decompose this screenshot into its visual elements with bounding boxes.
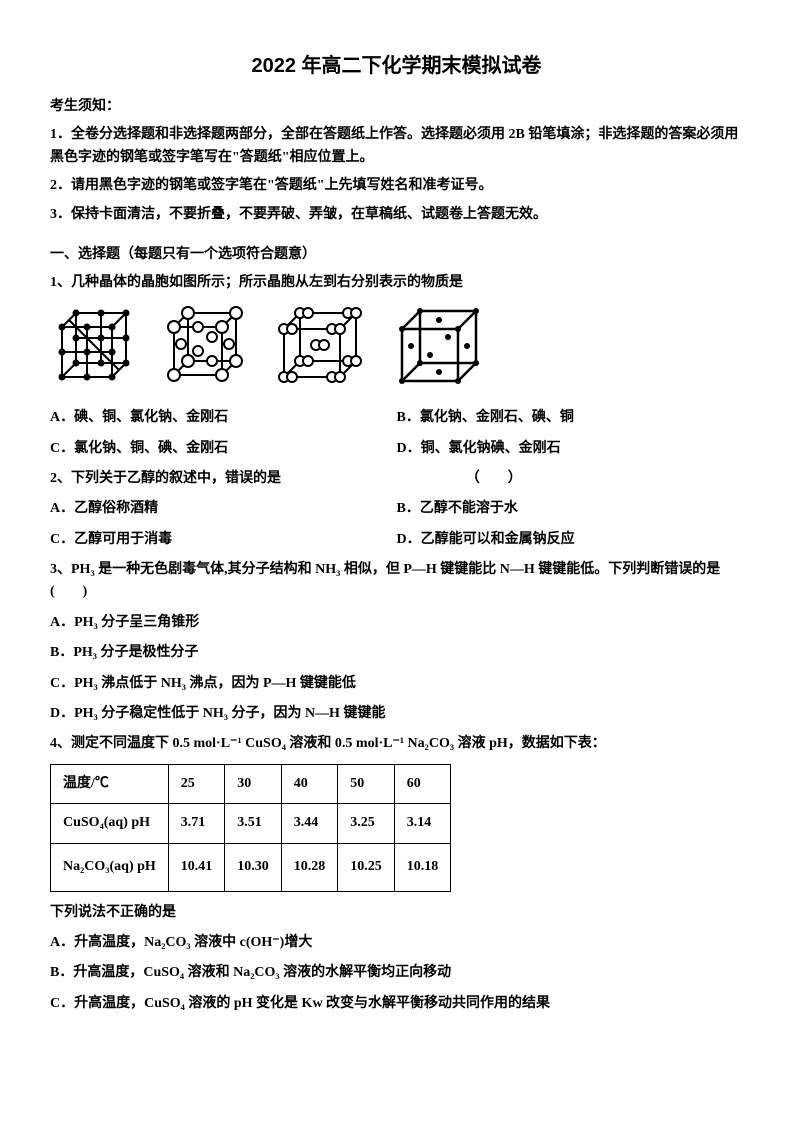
q2-option-c: C．乙醇可用于消毒	[50, 529, 397, 551]
page-title: 2022 年高二下化学期末模拟试卷	[50, 50, 743, 82]
table-header-cell: 25	[168, 764, 225, 803]
q2-option-d: D．乙醇能可以和金属钠反应	[397, 529, 744, 551]
q4-option-c: C．升高温度，CuSO₄ 溶液的 pH 变化是 Kw 改变与水解平衡移动共同作用…	[50, 993, 743, 1015]
table-header-cell: 50	[338, 764, 395, 803]
table-cell: 10.18	[394, 843, 451, 891]
table-header-cell: 温度/℃	[51, 764, 169, 803]
table-cell: 3.25	[338, 804, 395, 843]
table-row: Na₂CO₃(aq) pH 10.41 10.30 10.28 10.25 10…	[51, 843, 451, 891]
q2-options-row1: A．乙醇俗称酒精 B．乙醇不能溶于水	[50, 498, 743, 520]
q4-table: 温度/℃ 25 30 40 50 60 CuSO₄(aq) pH 3.71 3.…	[50, 764, 451, 892]
table-cell: 3.51	[225, 804, 282, 843]
table-header-row: 温度/℃ 25 30 40 50 60	[51, 764, 451, 803]
q4-stem: 4、测定不同温度下 0.5 mol·L⁻¹ CuSO₄ 溶液和 0.5 mol·…	[50, 733, 743, 755]
table-header-cell: 40	[281, 764, 338, 803]
q1-option-b: B．氯化钠、金刚石、碘、铜	[397, 407, 744, 429]
notice-1: 1．全卷分选择题和非选择题两部分，全部在答题纸上作答。选择题必须用 2B 铅笔填…	[50, 124, 743, 169]
q4-option-b: B．升高温度，CuSO₄ 溶液和 Na₂CO₃ 溶液的水解平衡均正向移动	[50, 962, 743, 984]
table-row-header: Na₂CO₃(aq) pH	[51, 843, 169, 891]
q1-option-c: C．氯化钠、铜、碘、金刚石	[50, 438, 397, 460]
q2-option-a: A．乙醇俗称酒精	[50, 498, 397, 520]
section-1-header: 一、选择题（每题只有一个选项符合题意）	[50, 244, 743, 266]
q2-option-b: B．乙醇不能溶于水	[397, 498, 744, 520]
crystal-diagram-1-icon	[54, 305, 136, 395]
q3-option-c: C．PH₃ 沸点低于 NH₃ 沸点，因为 P—H 键键能低	[50, 673, 743, 695]
crystal-diagram-2-icon	[164, 305, 246, 395]
q2-stem-row: 2、下列关于乙醇的叙述中，错误的是 （ ）	[50, 468, 743, 490]
notice-header: 考生须知：	[50, 96, 743, 118]
q4-tail: 下列说法不正确的是	[50, 902, 743, 924]
table-header-cell: 30	[225, 764, 282, 803]
crystal-diagram-3-icon	[274, 305, 366, 395]
table-row: CuSO₄(aq) pH 3.71 3.51 3.44 3.25 3.14	[51, 804, 451, 843]
q1-option-d: D．铜、氯化钠碘、金刚石	[397, 438, 744, 460]
q2-stem: 2、下列关于乙醇的叙述中，错误的是	[50, 468, 466, 490]
table-header-cell: 60	[394, 764, 451, 803]
crystal-diagram-4-icon	[394, 303, 484, 397]
table-cell: 10.28	[281, 843, 338, 891]
q4-option-a: A．升高温度，Na₂CO₃ 溶液中 c(OH⁻)增大	[50, 932, 743, 954]
table-row-header: CuSO₄(aq) pH	[51, 804, 169, 843]
table-cell: 10.41	[168, 843, 225, 891]
notice-3: 3．保持卡面清洁，不要折叠，不要弄破、弄皱，在草稿纸、试题卷上答题无效。	[50, 204, 743, 226]
q3-option-d: D．PH₃ 分子稳定性低于 NH₃ 分子，因为 N—H 键键能	[50, 703, 743, 725]
q3-option-b: B．PH₃ 分子是极性分子	[50, 642, 743, 664]
table-cell: 3.44	[281, 804, 338, 843]
table-cell: 3.71	[168, 804, 225, 843]
q1-options-row1: A．碘、铜、氯化钠、金刚石 B．氯化钠、金刚石、碘、铜	[50, 407, 743, 429]
q1-option-a: A．碘、铜、氯化钠、金刚石	[50, 407, 397, 429]
q1-stem: 1、几种晶体的晶胞如图所示；所示晶胞从左到右分别表示的物质是	[50, 272, 743, 294]
q1-diagrams	[54, 303, 743, 397]
q2-options-row2: C．乙醇可用于消毒 D．乙醇能可以和金属钠反应	[50, 529, 743, 551]
table-cell: 10.30	[225, 843, 282, 891]
q3-stem: 3、PH₃ 是一种无色剧毒气体,其分子结构和 NH₃ 相似，但 P—H 键键能比…	[50, 559, 743, 604]
notice-2: 2．请用黑色字迹的钢笔或签字笔在"答题纸"上先填写姓名和准考证号。	[50, 175, 743, 197]
q3-option-a: A．PH₃ 分子呈三角锥形	[50, 612, 743, 634]
q1-options-row2: C．氯化钠、铜、碘、金刚石 D．铜、氯化钠碘、金刚石	[50, 438, 743, 460]
q2-paren: （ ）	[466, 468, 522, 490]
table-cell: 3.14	[394, 804, 451, 843]
table-cell: 10.25	[338, 843, 395, 891]
